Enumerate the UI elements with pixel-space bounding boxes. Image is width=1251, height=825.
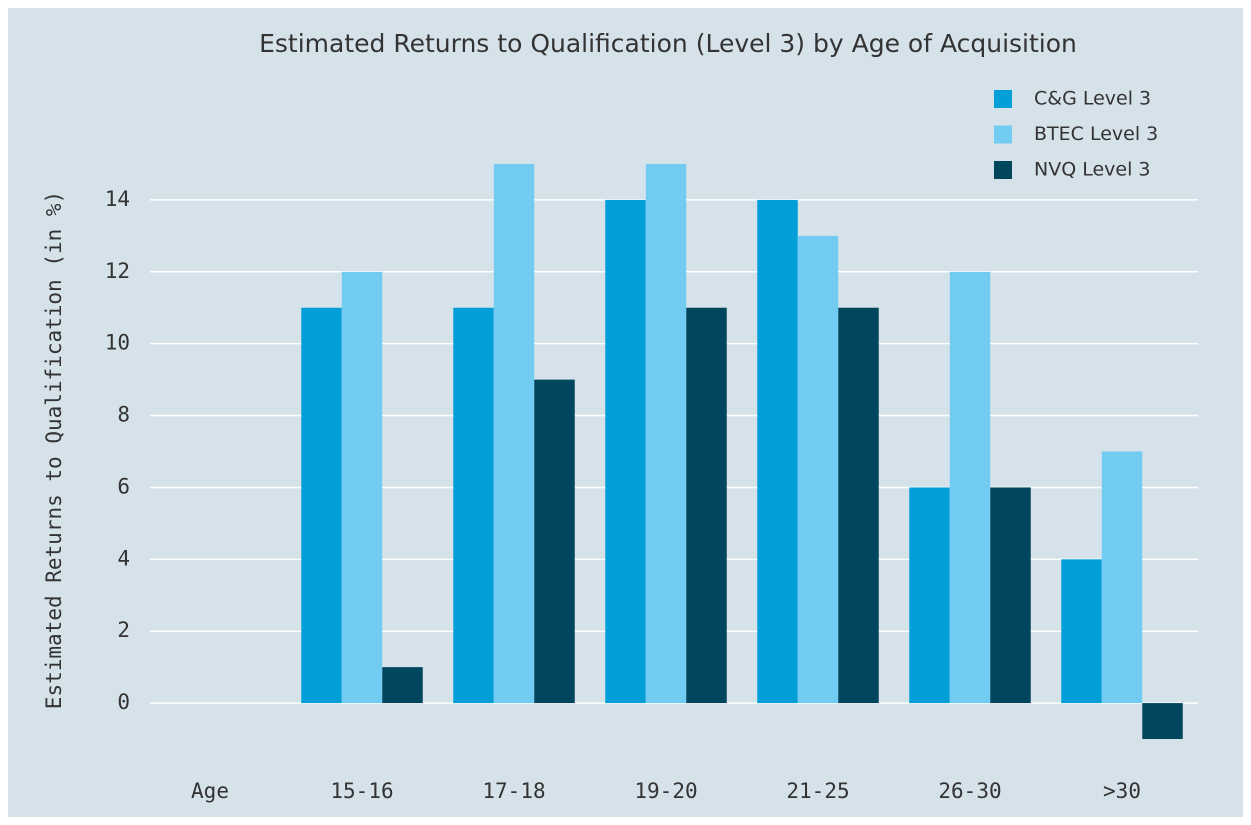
bar [534, 379, 575, 704]
x-tick-label: 17-18 [482, 779, 545, 803]
x-tick-label: Age [191, 779, 229, 803]
x-tick-label: 26-30 [938, 779, 1001, 803]
legend-label: BTEC Level 3 [1034, 123, 1158, 145]
x-tick-label: 21-25 [786, 779, 849, 803]
y-tick-label: 6 [117, 474, 130, 498]
chart-title: Estimated Returns to Qualification (Leve… [259, 29, 1077, 58]
bar [797, 235, 839, 704]
y-tick-label: 14 [105, 187, 130, 211]
legend-swatch [994, 161, 1012, 179]
bar [1101, 451, 1143, 704]
bar [1142, 703, 1183, 740]
y-tick-label: 8 [117, 403, 130, 427]
bar [493, 163, 535, 704]
bar [605, 199, 646, 704]
bar [645, 163, 687, 704]
bar [757, 199, 798, 704]
bar [1061, 559, 1102, 704]
bar [949, 271, 991, 704]
y-tick-label: 0 [117, 690, 130, 714]
bar [453, 307, 494, 704]
y-tick-label: 12 [105, 259, 130, 283]
bar [686, 307, 727, 704]
bar [301, 307, 342, 704]
legend-label: C&G Level 3 [1034, 88, 1151, 110]
x-tick-label: 15-16 [330, 779, 393, 803]
bar [990, 487, 1031, 704]
bar [382, 667, 423, 704]
y-tick-label: 10 [105, 331, 130, 355]
legend-swatch [994, 125, 1012, 144]
y-tick-label: 4 [117, 546, 130, 570]
y-tick-label: 2 [117, 618, 130, 642]
legend-swatch [994, 90, 1012, 108]
bar [341, 271, 383, 704]
bar [838, 307, 879, 704]
x-tick-label: 19-20 [634, 779, 697, 803]
legend-label: NVQ Level 3 [1034, 159, 1151, 181]
bar [909, 487, 950, 704]
x-tick-label: >30 [1103, 779, 1141, 803]
y-axis-label: Estimated Returns to Qualification (in %… [42, 191, 66, 709]
